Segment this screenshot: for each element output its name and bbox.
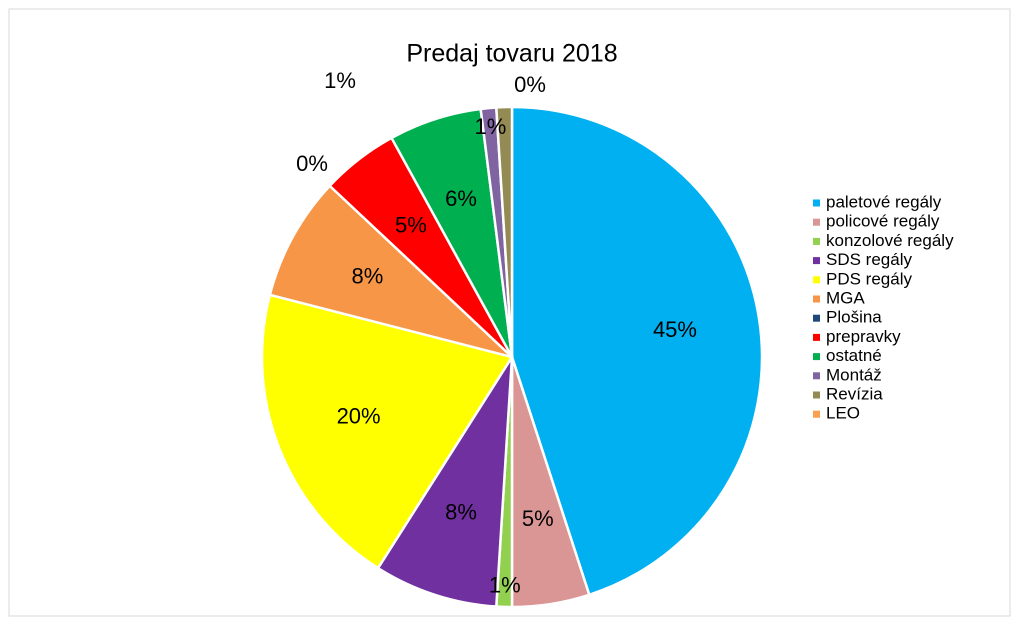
legend-label: PDS regály: [826, 269, 912, 288]
legend-swatch: [813, 257, 820, 265]
legend-label: prepravky: [826, 327, 901, 346]
legend-swatch: [813, 410, 820, 418]
legend-label: paletové regály: [826, 192, 942, 211]
data-label: 1%: [489, 573, 521, 598]
legend-label: SDS regály: [826, 250, 912, 269]
legend-swatch: [813, 391, 820, 399]
data-label: 6%: [445, 186, 477, 211]
legend-swatch: [813, 333, 820, 341]
data-label: 45%: [653, 317, 697, 342]
legend-swatch: [813, 295, 820, 303]
legend-label: konzolové regály: [826, 231, 954, 250]
legend-label: Revízia: [826, 384, 883, 403]
legend-label: ostatné: [826, 346, 882, 365]
legend-label: MGA: [826, 288, 865, 307]
pie-slice: [260, 293, 514, 570]
legend-swatch: [813, 276, 820, 284]
legend-label: Plošina: [826, 308, 882, 327]
data-label: 1%: [474, 114, 506, 139]
chart-title: Predaj tovaru 2018: [406, 40, 617, 68]
legend-label: policové regály: [826, 212, 940, 231]
pie-slice: [268, 184, 513, 359]
pie-slice: [376, 356, 514, 608]
data-label: 5%: [522, 506, 554, 531]
pie-slice: [510, 105, 764, 597]
legend-swatch: [813, 237, 820, 245]
legend-swatch: [813, 314, 820, 322]
legend-swatch: [813, 353, 820, 361]
legend-swatch: [813, 218, 820, 226]
pie-slice: [494, 105, 514, 358]
data-label: 1%: [324, 68, 356, 93]
data-label: 0%: [296, 151, 328, 176]
legend-label: LEO: [826, 404, 860, 423]
data-label: 8%: [352, 263, 384, 288]
legend-swatch: [813, 199, 820, 207]
legend-swatch: [813, 372, 820, 380]
data-label: 5%: [395, 212, 427, 237]
data-label: 8%: [445, 500, 477, 525]
legend-label: Montáž: [826, 365, 882, 384]
data-label: 20%: [337, 404, 381, 429]
data-label: 0%: [514, 72, 546, 97]
